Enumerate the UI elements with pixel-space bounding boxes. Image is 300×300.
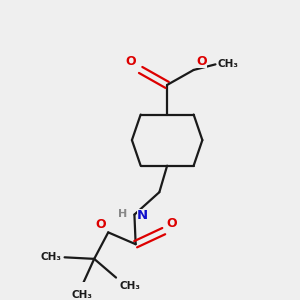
Text: O: O [167,217,178,230]
Text: CH₃: CH₃ [40,252,61,262]
Text: CH₃: CH₃ [218,59,239,69]
Text: O: O [95,218,106,231]
Text: H: H [118,209,128,219]
Text: O: O [196,56,207,68]
Text: CH₃: CH₃ [71,290,92,300]
Text: N: N [137,209,148,222]
Text: O: O [125,55,136,68]
Text: CH₃: CH₃ [119,281,140,291]
